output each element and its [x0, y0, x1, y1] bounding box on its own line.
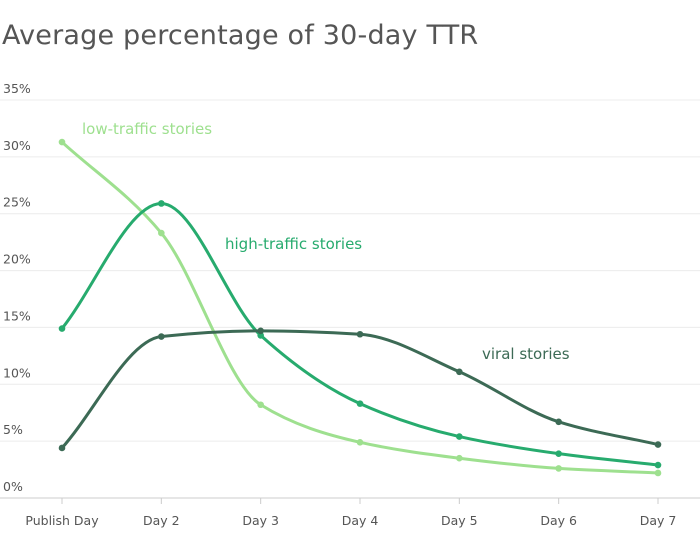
data-point [456, 433, 463, 440]
data-point [257, 332, 264, 339]
x-tick-label: Day 4 [342, 513, 379, 528]
y-tick-label: 35% [3, 81, 31, 96]
data-point [58, 325, 66, 332]
x-tick-label: Day 3 [242, 513, 279, 528]
data-point [555, 450, 562, 457]
y-tick-label: 5% [3, 422, 23, 437]
y-tick-label: 0% [3, 479, 23, 494]
data-point [158, 229, 165, 237]
x-tick-label: Day 5 [441, 513, 478, 528]
y-tick-label: 30% [3, 138, 31, 153]
series-label: viral stories [482, 345, 570, 363]
x-tick-label: Day 2 [143, 513, 180, 528]
data-point [257, 327, 264, 335]
y-tick-label: 10% [3, 365, 31, 380]
x-tick-label: Day 7 [640, 513, 677, 528]
data-point [158, 333, 165, 340]
x-tick-label: Day 6 [540, 513, 577, 528]
series-label: high-traffic stories [225, 235, 362, 253]
y-tick-label: 20% [3, 252, 31, 267]
series-labels: low-traffic stories high-traffic stories v… [82, 120, 570, 363]
y-axis-ticks: 0% 5% 10% 15% 20% 25% 30% 35% [3, 81, 31, 494]
data-point [58, 138, 66, 146]
data-point [356, 400, 364, 407]
data-point [356, 438, 364, 446]
grid-lines [0, 99, 700, 442]
chart-title: Average percentage of 30-day TTR [2, 20, 479, 51]
data-point [555, 418, 562, 426]
series-lines [58, 138, 662, 477]
data-point [654, 441, 662, 448]
data-point [456, 454, 463, 462]
data-point [257, 401, 264, 409]
series-line [60, 201, 660, 467]
y-tick-label: 25% [3, 195, 31, 210]
data-point [158, 200, 165, 207]
x-tick-label: Publish Day [25, 513, 99, 528]
y-tick-label: 15% [3, 308, 31, 323]
data-point [654, 469, 662, 477]
x-axis-ticks: Publish Day Day 2 Day 3 Day 4 Day 5 Day 6 Day … [25, 498, 676, 528]
series-label: low-traffic stories [82, 120, 212, 138]
data-point [654, 461, 662, 469]
data-point [456, 368, 463, 376]
data-point [555, 465, 562, 472]
data-point [58, 444, 66, 452]
data-point [356, 330, 364, 338]
